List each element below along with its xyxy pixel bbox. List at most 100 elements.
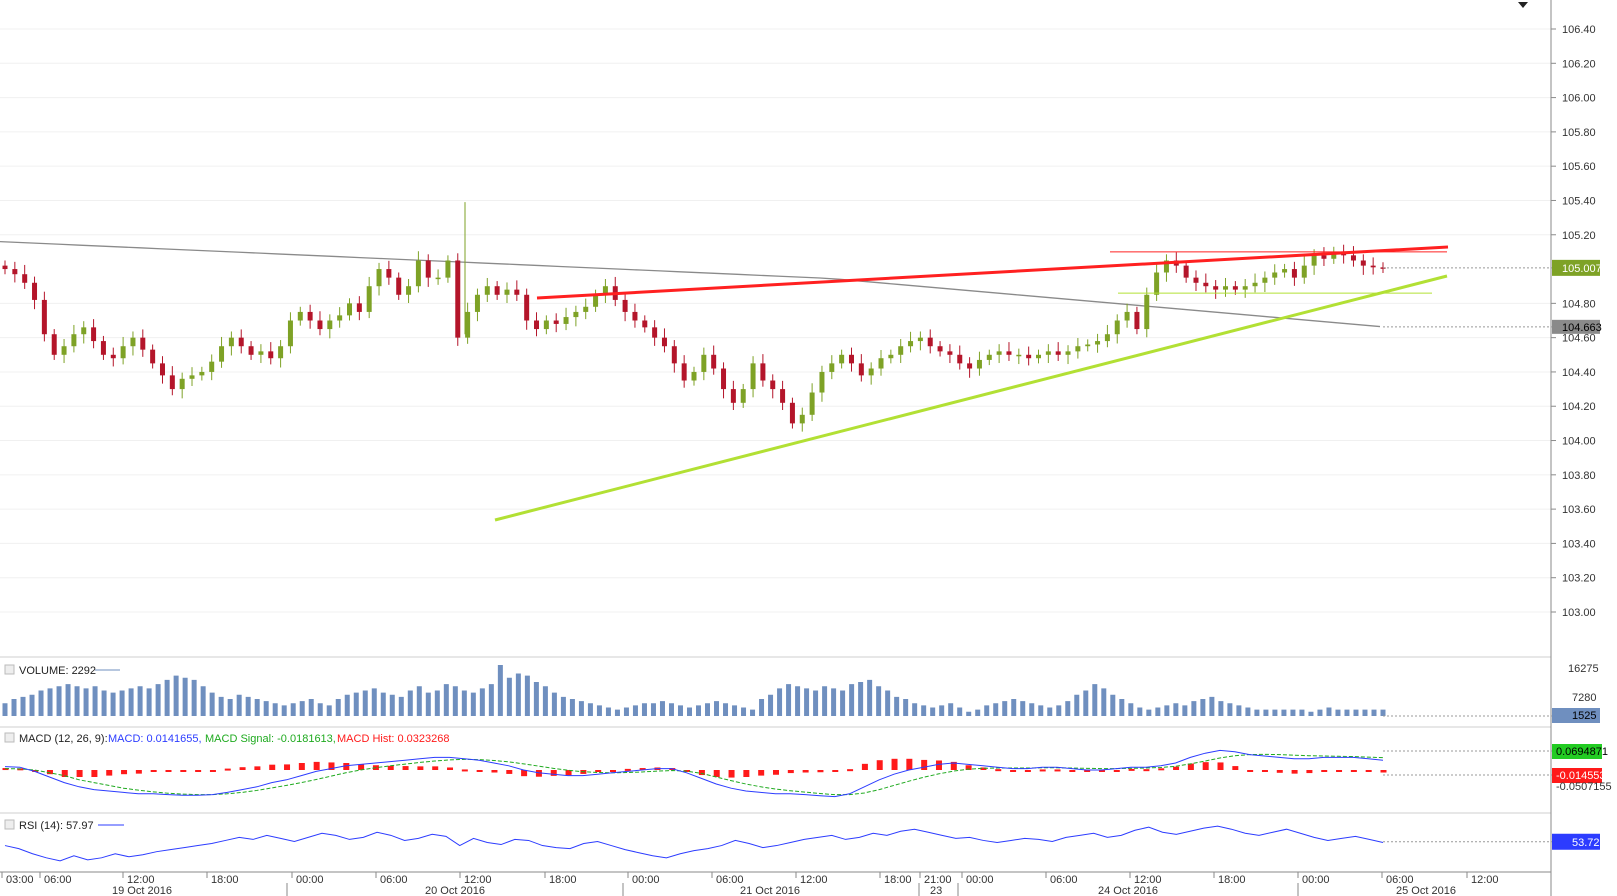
candle-body [671,346,677,364]
candle-body [888,354,894,359]
rsi-panel: 53.72 [4,825,1600,862]
candle-body [563,317,569,324]
macd-histogram-bar [1187,763,1194,770]
candle-body [898,346,904,355]
time-tick-label: 00:00 [1302,874,1330,886]
volume-bar [768,694,774,716]
macd-histogram-bar [298,763,305,770]
volume-bar [92,686,98,716]
candle-body [789,402,795,424]
volume-bar [533,682,539,716]
volume-bar [281,705,287,716]
macd-histogram-bar [980,767,987,770]
moving-average-path [0,240,1381,328]
macd-legend-checkbox[interactable] [4,732,15,743]
candle-body [347,303,352,316]
candle-body [317,320,323,330]
volume-legend-checkbox[interactable] [4,664,15,675]
candle-body [957,354,963,364]
volume-bar [948,703,954,716]
candle-body [1075,346,1081,352]
macd-histogram-bar [1024,770,1031,772]
candle-body [1183,265,1189,278]
volume-bar [641,703,647,716]
moving-average-line [0,240,1381,328]
macd-histogram-bar [447,767,454,770]
macd-histogram-bar [1039,769,1046,772]
volume-bar [317,703,323,716]
price-tick-label: 103.00 [1562,607,1596,619]
macd-tag-upper-box [1552,744,1602,759]
macd-tag-lower-box [1552,768,1602,783]
candle-body [494,286,500,295]
candle-body [415,260,421,287]
date-label: 24 Oct 2016 [1098,885,1158,896]
macd-histogram-bar [758,770,765,776]
volume-bar [1110,694,1116,716]
macd-histogram-bar [328,762,335,770]
candle-body [553,320,559,324]
candle-body [120,346,126,359]
volume-bar [714,701,720,716]
time-tick-label: 06:00 [1050,874,1078,886]
chevron-down-icon[interactable] [1518,2,1528,8]
volume-bar [1362,709,1368,716]
candle-body [1026,354,1032,359]
candle-body [356,303,362,312]
grid-lines [0,28,1551,613]
candle-body [100,341,106,355]
trend-lines[interactable] [494,245,1449,522]
macd-histogram-bar [817,770,824,773]
macd-signal-legend-value: MACD Signal: -0.0181613, [205,733,336,745]
volume-bar [1002,701,1008,716]
price-axis: 106.40 106.20 106.00 105.80 105.60 105.40 105.… [1551,24,1596,619]
candle-body [465,311,471,338]
time-axis: 03:00 06:00 12:00 18:00 00:00 06:00 12:00 18:00… [1,872,1499,896]
volume-bar [1065,701,1071,716]
macd-histogram-bar [935,760,942,770]
candle-body [534,320,540,330]
candle-body [1095,341,1101,345]
macd-histogram-bar [358,764,365,770]
macd-histogram-bar [46,770,53,775]
candle-body [642,320,648,328]
candle-body [947,351,953,355]
candle-body [908,341,914,347]
price-tick-label: 103.40 [1562,538,1596,550]
candle-body [386,269,392,278]
macd-histogram-bar [861,763,868,770]
volume-bar [65,684,71,716]
volume-bar [110,692,116,716]
price-tick-label: 105.20 [1562,230,1596,242]
candle-body [474,294,480,312]
macd-histogram-bar [1054,769,1061,772]
macd-histogram-bar [121,770,128,775]
volume-bar [74,686,80,716]
price-tick-label: 104.20 [1562,401,1596,413]
candle-body [12,269,18,275]
price-tick-label: 104.00 [1562,436,1596,448]
volume-bar [164,679,170,716]
volume-bar [1146,709,1152,716]
date-label: 23 [930,885,942,896]
volume-bar [83,688,89,716]
volume-bar [542,686,548,716]
macd-histogram-bar [1291,770,1298,774]
volume-bar [876,686,882,716]
volume-bar [128,688,134,716]
volume-bar [209,692,215,716]
candle-body [1350,255,1356,261]
macd-histogram-bar [195,770,202,772]
candle-body [189,375,195,379]
candle-body [721,368,727,390]
candle-body [996,351,1002,355]
volume-bar [741,707,747,716]
candle-body [51,334,57,355]
candle-body [455,260,461,338]
macd-histogram-bar [1217,762,1224,770]
rsi-legend-checkbox[interactable] [4,819,15,830]
candle-body [376,269,382,287]
volume-bar [1128,703,1134,716]
candle-body [878,358,884,369]
